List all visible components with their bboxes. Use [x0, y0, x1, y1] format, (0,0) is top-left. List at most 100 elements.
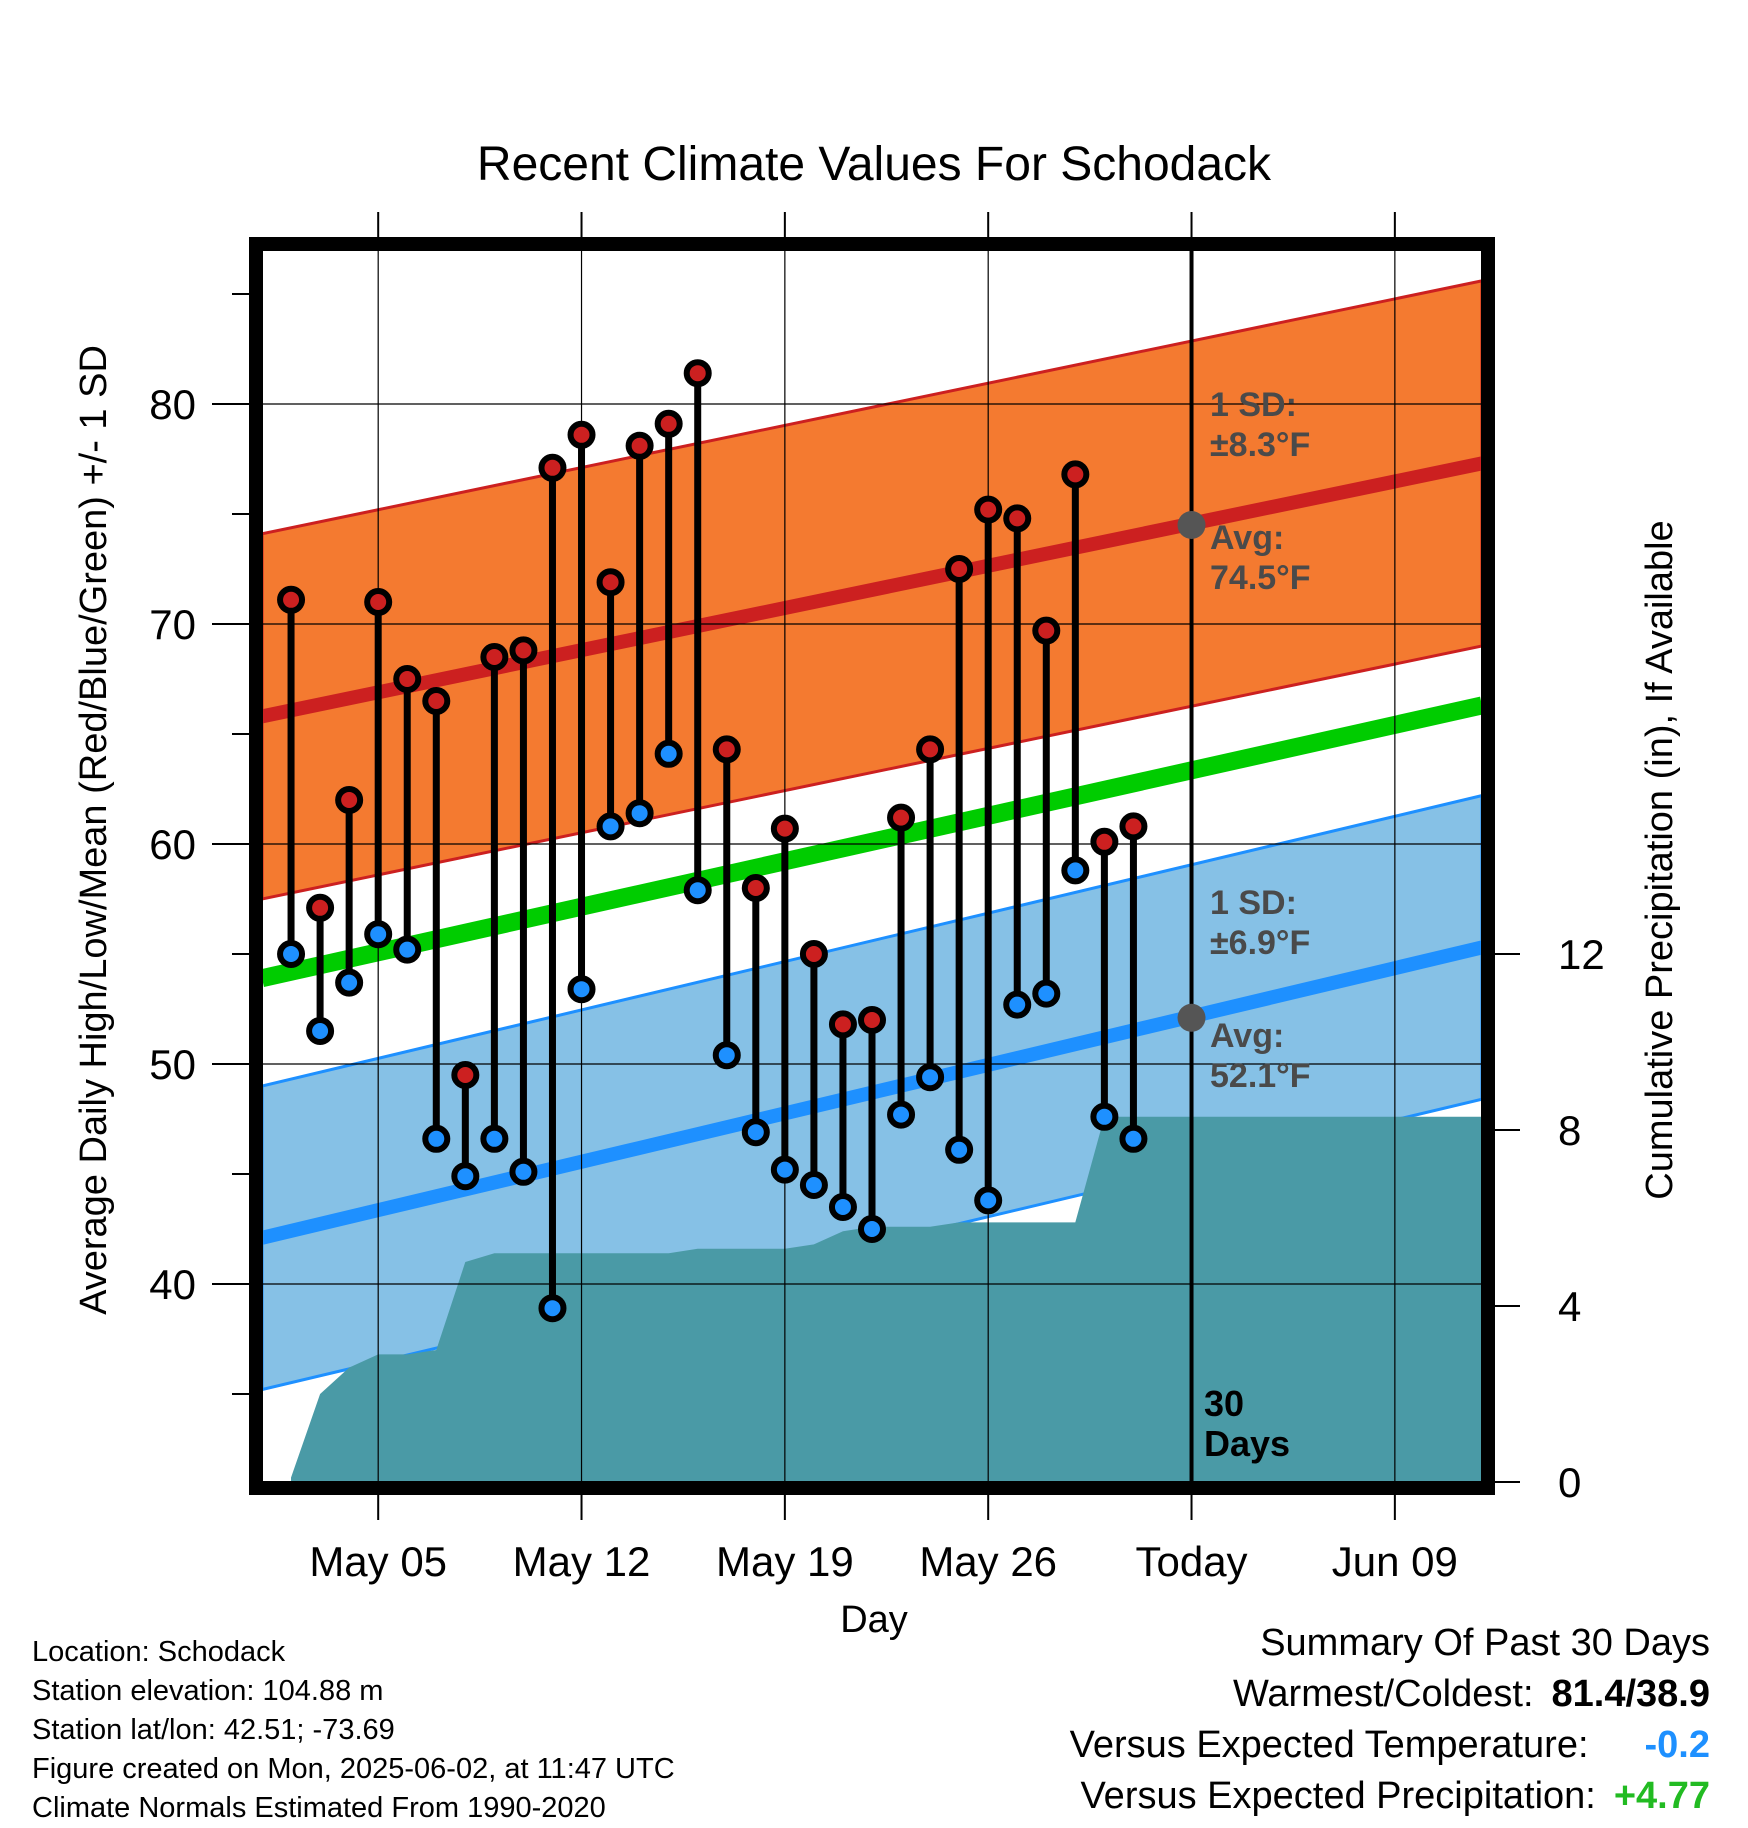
low-temp-point: [306, 1017, 335, 1045]
footer-latlon: Station lat/lon: 42.51; -73.69: [32, 1714, 395, 1746]
y-axis-label: Average Daily High/Low/Mean (Red/Blue/Gr…: [73, 345, 115, 1315]
x-tick-label: May 26: [919, 1538, 1057, 1585]
low-temp-point: [393, 935, 422, 964]
low-avg-annotation-line: Avg:: [1210, 1017, 1284, 1055]
high-temp-point: [393, 665, 422, 693]
precipitation-area: [291, 1116, 1482, 1482]
high-temp-point: [858, 1006, 886, 1034]
summary-precip-row: Versus Expected Precipitation: +4.77: [1080, 1775, 1710, 1818]
low-temp-point: [1032, 979, 1061, 1008]
high-temp-point: [1061, 460, 1090, 489]
high-temp-point: [596, 568, 625, 597]
low-temp-point: [828, 1193, 857, 1221]
high-temp-point: [277, 585, 306, 614]
low-temp-point: [858, 1215, 886, 1243]
today-low-average-marker: [1177, 1003, 1206, 1032]
low-temp-point: [538, 1294, 567, 1323]
high-temp-point: [335, 786, 364, 814]
high-temp-point: [306, 893, 335, 922]
low-temp-point: [1090, 1102, 1119, 1131]
summary-heading: Summary Of Past 30 Days: [1260, 1622, 1710, 1664]
low-avg-annotation: Avg: 52.1°F: [1210, 1017, 1311, 1095]
high-avg-annotation-line: Avg:: [1210, 519, 1284, 557]
low-temp-point: [712, 1041, 741, 1070]
low-temp-point: [887, 1100, 916, 1129]
y2-axis-label: Cumulative Precipitation (in), If Availa…: [1639, 520, 1681, 1199]
footer-normals: Climate Normals Estimated From 1990-2020: [32, 1792, 606, 1824]
low-temp-point: [1003, 990, 1032, 1019]
high-temp-point: [1032, 616, 1061, 645]
x-tick-label: Today: [1135, 1538, 1247, 1585]
y2-tick-label: 0: [1558, 1459, 1581, 1506]
high-temp-point: [945, 555, 974, 583]
low-temp-point: [596, 812, 625, 841]
high-avg-annotation-line: 74.5°F: [1210, 559, 1311, 597]
high-sd-annotation: 1 SD: ±8.3°F: [1210, 386, 1310, 464]
x-tick-label: May 19: [716, 1538, 854, 1585]
low-temp-point: [1119, 1124, 1148, 1153]
low-temp-point: [364, 920, 393, 949]
today-days-label-line: Days: [1204, 1423, 1290, 1464]
summary-precip-label: Versus Expected Precipitation:: [1080, 1775, 1596, 1817]
footer-elevation: Station elevation: 104.88 m: [32, 1675, 384, 1707]
low-temp-point: [451, 1162, 480, 1191]
today-days-label-line: 30: [1204, 1383, 1244, 1424]
x-tick-label: Jun 09: [1332, 1538, 1458, 1585]
high-temp-point: [799, 940, 828, 968]
low-sd-annotation-line: 1 SD:: [1210, 884, 1297, 922]
high-temp-point: [1090, 827, 1119, 856]
high-temp-point: [887, 803, 916, 832]
y-tick-label: 80: [149, 381, 196, 428]
low-temp-point: [683, 876, 712, 905]
low-avg-annotation-line: 52.1°F: [1210, 1057, 1311, 1095]
low-sd-annotation: 1 SD: ±6.9°F: [1210, 884, 1310, 962]
high-temp-point: [828, 1010, 857, 1039]
low-temp-point: [422, 1124, 451, 1153]
low-temp-point: [974, 1186, 1003, 1215]
summary-warm-cold-row: Warmest/Coldest: 81.4/38.9: [1233, 1673, 1710, 1716]
low-temp-point: [277, 940, 306, 968]
footer-info: Location: Schodack Station elevation: 10…: [32, 1633, 675, 1828]
x-tick-label: May 12: [513, 1538, 651, 1585]
low-temp-point: [916, 1063, 945, 1092]
low-temp-point: [654, 739, 683, 768]
footer-location: Location: Schodack: [32, 1636, 286, 1668]
low-temp-point: [741, 1118, 770, 1147]
y2-tick-label: 8: [1558, 1107, 1581, 1154]
y-tick-label: 60: [149, 821, 196, 868]
high-temp-point: [538, 453, 567, 482]
plot-frame: [249, 237, 1495, 1495]
summary-precip-value: +4.77: [1613, 1775, 1710, 1817]
low-temp-point: [335, 968, 364, 997]
high-temp-point: [1119, 812, 1148, 841]
high-temp-point: [770, 814, 799, 843]
summary-temp-row: Versus Expected Temperature: -0.2: [1070, 1724, 1710, 1767]
summary-temp-value: -0.2: [1644, 1724, 1710, 1766]
high-temp-point: [364, 588, 393, 616]
low-temp-point: [625, 799, 654, 828]
y-tick-label: 40: [149, 1261, 196, 1308]
low-sd-annotation-line: ±6.9°F: [1210, 924, 1310, 962]
high-temp-point: [916, 735, 945, 764]
high-temp-point: [712, 735, 741, 764]
y2-tick-label: 4: [1558, 1283, 1581, 1330]
high-temp-point: [509, 636, 538, 665]
low-temp-point: [799, 1171, 828, 1199]
high-temp-point: [654, 409, 683, 438]
summary-warm-cold-value: 81.4/38.9: [1551, 1673, 1710, 1715]
low-temp-point: [770, 1155, 799, 1184]
high-temp-point: [451, 1061, 480, 1089]
x-axis-label: Day: [840, 1599, 908, 1641]
high-temp-point: [741, 874, 770, 902]
y-tick-label: 50: [149, 1041, 196, 1088]
chart-title: Recent Climate Values For Schodack: [477, 138, 1272, 191]
high-temp-point: [974, 495, 1003, 524]
high-temp-point: [1003, 504, 1032, 533]
today-high-average-marker: [1177, 511, 1206, 539]
mean-average-line: [262, 696, 1482, 987]
low-temp-point: [480, 1124, 509, 1153]
high-temp-point: [567, 420, 596, 449]
high-sd-annotation-line: 1 SD:: [1210, 386, 1297, 424]
